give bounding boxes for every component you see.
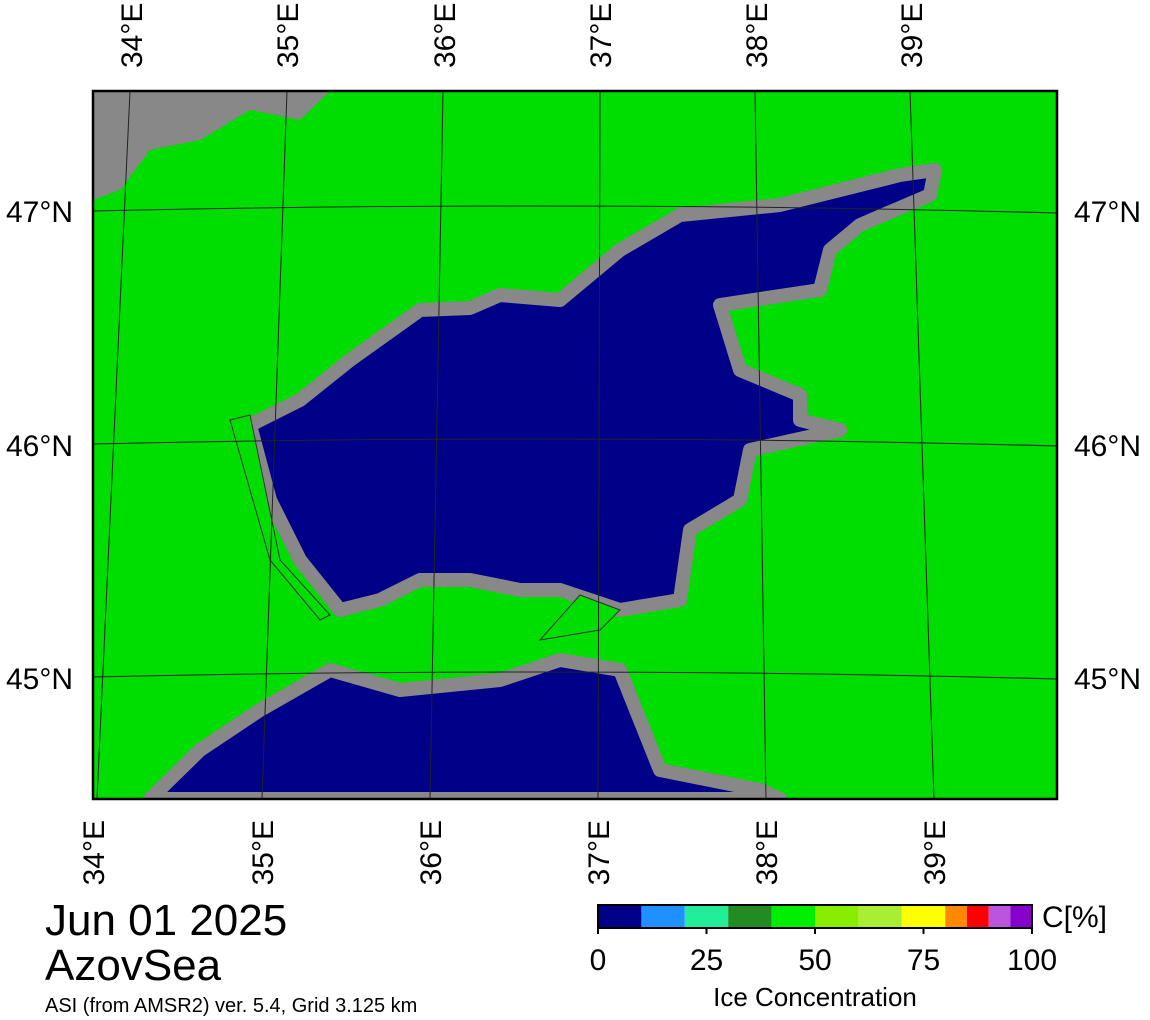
colorbar-tick-label: 100 xyxy=(1007,944,1057,977)
graticule xyxy=(93,91,1057,799)
colorbar-tick-label: 75 xyxy=(907,944,940,977)
lon-label: 35°E xyxy=(247,820,280,885)
colorbar-tick-label: 0 xyxy=(590,944,607,977)
date: Jun 01 2025 xyxy=(45,896,287,945)
colorbar-segment xyxy=(988,905,1011,928)
black-sea xyxy=(143,653,787,799)
lat-label: 46°N xyxy=(1074,430,1141,463)
lat-label: 47°N xyxy=(6,196,73,229)
lat-label: 46°N xyxy=(6,430,73,463)
colorbar-segment xyxy=(598,905,642,928)
colorbar-segment xyxy=(641,905,685,928)
lon-label: 39°E xyxy=(896,3,929,68)
land-gray xyxy=(93,91,330,200)
colorbar-tick-label: 50 xyxy=(798,944,831,977)
colorbar-segment xyxy=(966,905,989,928)
lon-label: 39°E xyxy=(919,820,952,885)
colorbar-segment xyxy=(771,905,815,928)
colorbar-segment xyxy=(684,905,729,928)
azov-sea xyxy=(243,163,942,617)
lon-label: 37°E xyxy=(583,820,616,885)
lat-label: 47°N xyxy=(1074,196,1141,229)
colorbar-segment xyxy=(728,905,772,928)
colorbar-segment xyxy=(901,905,946,928)
colorbar-segment xyxy=(815,905,859,928)
lon-label: 37°E xyxy=(585,3,618,68)
lon-label: 38°E xyxy=(751,820,784,885)
region: AzovSea xyxy=(45,941,222,990)
map-body xyxy=(93,91,1057,799)
colorbar-segment xyxy=(1010,905,1032,928)
map-frame xyxy=(91,89,1059,801)
colorbar-unit: C[%] xyxy=(1042,901,1107,934)
colorbar-segment xyxy=(945,905,967,928)
lat-label: 45°N xyxy=(6,663,73,696)
taman xyxy=(538,594,621,641)
lon-label: 34°E xyxy=(78,820,111,885)
lon-label: 38°E xyxy=(741,3,774,68)
lat-label: 45°N xyxy=(1074,663,1141,696)
source: ASI (from AMSR2) ver. 5.4, Grid 3.125 km xyxy=(45,995,417,1017)
lon-label: 36°E xyxy=(415,820,448,885)
colorbar-segment xyxy=(858,905,902,928)
lon-label: 34°E xyxy=(116,3,149,68)
colorbar-tick-label: 25 xyxy=(690,944,723,977)
lon-label: 36°E xyxy=(429,3,462,68)
lon-label: 35°E xyxy=(272,3,305,68)
colorbar-label: Ice Concentration xyxy=(713,982,917,1012)
